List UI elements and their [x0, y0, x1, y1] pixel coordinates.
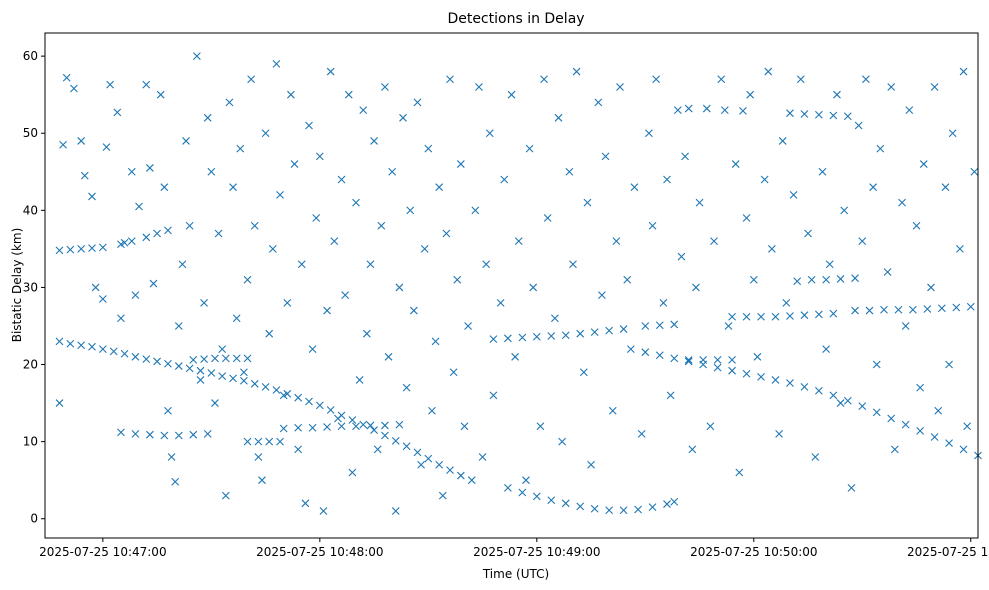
y-tick-label: 60 — [23, 49, 38, 63]
y-tick-label: 50 — [23, 126, 38, 140]
plot-area — [45, 33, 978, 538]
scatter-chart: Detections in Delay 2025-07-25 10:47:00 2… — [0, 0, 989, 590]
x-tick-label: 2025-07-25 10:48:00 — [256, 545, 383, 559]
y-tick-label: 10 — [23, 435, 38, 449]
x-tick-label: 2025-07-25 10:51:00 — [907, 545, 989, 559]
y-tick-label: 0 — [30, 512, 38, 526]
x-tick-label: 2025-07-25 10:50:00 — [690, 545, 817, 559]
y-axis-label: Bistatic Delay (km) — [10, 228, 24, 343]
y-tick-label: 30 — [23, 280, 38, 294]
x-tick-label: 2025-07-25 10:47:00 — [39, 545, 166, 559]
y-tick-label: 40 — [23, 203, 38, 217]
chart-title: Detections in Delay — [447, 11, 584, 27]
y-tick-label: 20 — [23, 358, 38, 372]
x-axis-label: Time (UTC) — [482, 567, 549, 581]
x-tick-label: 2025-07-25 10:49:00 — [473, 545, 600, 559]
